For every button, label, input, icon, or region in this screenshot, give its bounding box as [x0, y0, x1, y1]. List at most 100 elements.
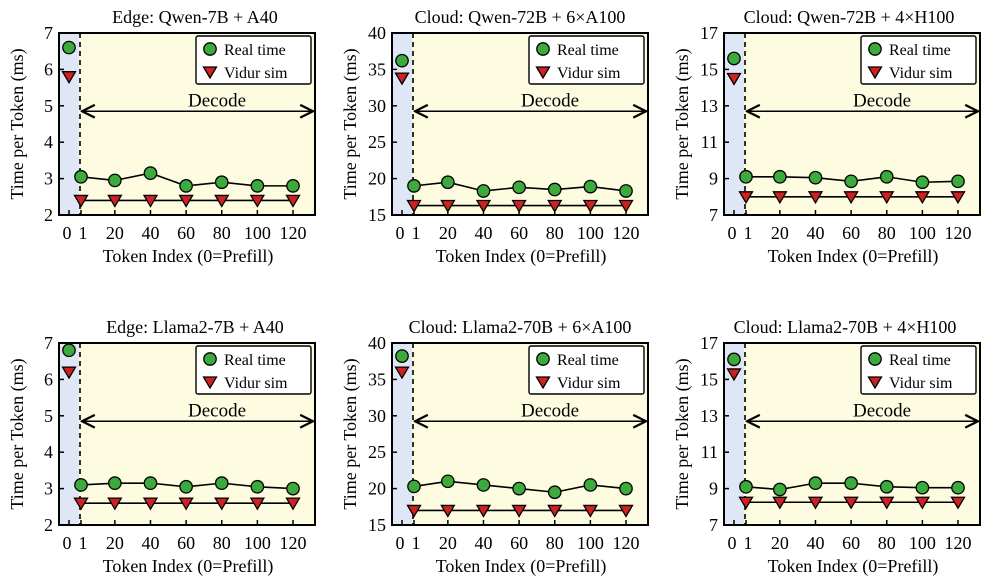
- sim-point: [843, 191, 859, 205]
- prefill-region: [392, 343, 412, 525]
- y-tick-label: 7: [709, 515, 718, 535]
- x-tick-label: 100: [244, 223, 271, 243]
- x-tick-label: 20: [771, 223, 789, 243]
- legend-sim-label: Vidur sim: [557, 65, 621, 82]
- sim-point: [807, 496, 824, 510]
- real-point: [143, 166, 158, 180]
- prefill-region: [59, 343, 79, 525]
- real-point: [915, 175, 930, 190]
- legend-real-marker: [536, 352, 550, 366]
- x-tick-label: 1: [412, 533, 421, 553]
- sim-point: [547, 199, 563, 213]
- real-point: [286, 179, 300, 193]
- legend-box: [528, 35, 645, 85]
- real-point: [179, 179, 193, 193]
- real-point: [951, 174, 965, 189]
- y-tick-label: 4: [44, 442, 53, 462]
- prefill-real-point: [727, 352, 741, 367]
- sim-point: [178, 497, 194, 511]
- x-axis-label: Token Index (0=Prefill): [436, 246, 607, 267]
- x-tick-label: 60: [842, 533, 860, 553]
- real-point: [512, 180, 526, 195]
- y-tick-label: 20: [368, 479, 386, 499]
- x-tick-label: 40: [806, 223, 824, 243]
- x-tick-label: 80: [546, 223, 564, 243]
- legend-sim-marker: [535, 66, 551, 80]
- real-point: [476, 184, 491, 198]
- sim-point: [406, 199, 422, 213]
- y-tick-label: 15: [368, 205, 386, 225]
- x-tick-label: 100: [909, 533, 936, 553]
- sim-point: [142, 194, 159, 208]
- legend-real-marker: [203, 352, 217, 366]
- sim-point: [249, 497, 266, 511]
- x-tick-label: 60: [842, 223, 860, 243]
- x-tick-label: 0: [396, 533, 405, 553]
- chart-title: Cloud: Qwen-72B + 6×A100: [415, 7, 626, 27]
- x-tick-label: 0: [728, 533, 737, 553]
- legend-sim-marker: [535, 376, 551, 390]
- sim-point: [914, 191, 931, 205]
- legend-sim-marker: [867, 66, 883, 80]
- y-tick-label: 11: [701, 132, 718, 152]
- x-tick-label: 1: [744, 533, 753, 553]
- x-tick-label: 20: [439, 533, 457, 553]
- y-tick-label: 9: [709, 169, 718, 189]
- decode-label: Decode: [853, 400, 911, 421]
- decode-label: Decode: [521, 400, 579, 421]
- real-point: [107, 476, 122, 490]
- y-tick-label: 20: [368, 169, 386, 189]
- sim-point: [582, 199, 599, 213]
- x-tick-label: 60: [177, 223, 195, 243]
- legend-box: [528, 345, 645, 395]
- real-point: [214, 476, 229, 490]
- real-point: [407, 479, 421, 494]
- legend-real-label: Real time: [224, 42, 286, 59]
- sim-point: [547, 504, 563, 518]
- y-tick-label: 2: [44, 205, 53, 225]
- real-point: [286, 481, 300, 496]
- sim-point: [950, 191, 966, 205]
- real-point: [250, 479, 265, 494]
- real-point: [407, 179, 421, 193]
- x-tick-label: 80: [213, 533, 231, 553]
- sim-point: [73, 497, 89, 511]
- sim-point: [249, 194, 266, 208]
- x-tick-label: 100: [244, 533, 271, 553]
- legend-sim-marker: [202, 376, 218, 390]
- sim-point: [214, 194, 230, 208]
- real-point: [879, 169, 894, 184]
- x-tick-label: 120: [945, 223, 972, 243]
- x-axis-label: Token Index (0=Prefill): [436, 556, 607, 577]
- sim-point: [950, 496, 966, 510]
- x-tick-label: 80: [878, 223, 896, 243]
- y-axis-label: Time per Token (ms): [7, 48, 28, 199]
- legend-sim-label: Vidur sim: [224, 65, 288, 82]
- y-tick-label: 40: [368, 23, 386, 43]
- sim-point: [107, 194, 123, 208]
- sim-point: [914, 496, 931, 510]
- y-tick-label: 25: [368, 132, 386, 152]
- real-point: [915, 480, 930, 495]
- x-tick-label: 60: [177, 533, 195, 553]
- y-tick-label: 15: [700, 369, 718, 389]
- x-tick-label: 100: [577, 533, 604, 553]
- legend-box: [195, 35, 312, 85]
- decode-label: Decode: [188, 400, 246, 421]
- chart-title: Cloud: Llama2-70B + 4×H100: [734, 317, 957, 337]
- prefill-region: [724, 33, 744, 215]
- legend-real-label: Real time: [557, 42, 619, 59]
- sim-point: [475, 199, 492, 213]
- real-point: [879, 479, 894, 494]
- legend-real-marker: [203, 42, 217, 56]
- sim-point: [440, 504, 456, 518]
- plot-frame: [58, 32, 316, 216]
- legend-sim-label: Vidur sim: [557, 375, 621, 392]
- chart-title: Cloud: Llama2-70B + 6×A100: [409, 317, 632, 337]
- prefill-region: [392, 33, 412, 215]
- x-tick-label: 1: [79, 533, 88, 553]
- y-tick-label: 35: [368, 369, 386, 389]
- sim-point: [772, 191, 788, 205]
